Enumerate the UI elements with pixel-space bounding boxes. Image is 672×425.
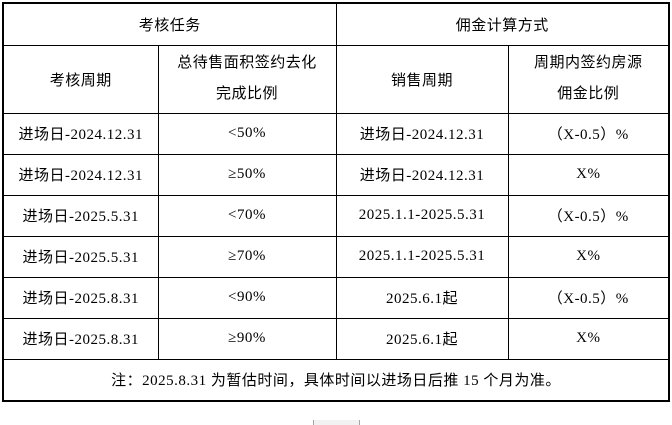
table-row: 进场日-2025.5.31 ≥70% 2025.1.1-2025.5.31 X% [2,235,670,278]
cell-assessment-period: 进场日-2024.12.31 [2,112,159,155]
header-group-row: 考核任务 佣金计算方式 [2,2,670,46]
cell-sales-period: 进场日-2024.12.31 [335,112,509,155]
cell-commission-rate: X% [507,153,670,196]
header-completion-ratio: 总待售面积签约去化 完成比例 [157,44,337,114]
note-row: 注：2025.8.31 为暂估时间，具体时间以进场日后推 15 个月为准。 [2,358,670,402]
header-sales-period: 销售周期 [335,44,509,114]
table-row: 进场日-2024.12.31 ≥50% 进场日-2024.12.31 X% [2,153,670,196]
header-completion-ratio-line1: 总待售面积签约去化 [177,54,317,71]
cell-sales-period: 2025.6.1起 [335,276,509,319]
cell-completion-ratio: <50% [157,112,337,155]
cell-commission-rate: （X-0.5）% [507,194,670,237]
footnote-text: 注：2025.8.31 为暂估时间，具体时间以进场日后推 15 个月为准。 [2,358,670,402]
header-commission-rate-line1: 周期内签约房源 [534,54,643,71]
cell-assessment-period: 进场日-2025.8.31 [2,317,159,360]
cell-commission-rate: X% [507,317,670,360]
header-commission-rate-line2: 佣金比例 [557,86,620,102]
cell-completion-ratio: ≥50% [157,153,337,196]
cell-sales-period: 进场日-2024.12.31 [335,153,509,196]
cell-completion-ratio: <90% [157,276,337,319]
cell-commission-rate: X% [507,235,670,278]
table-row: 进场日-2025.8.31 ≥90% 2025.6.1起 X% [2,317,670,360]
table-row: 进场日-2024.12.31 <50% 进场日-2024.12.31 （X-0.… [2,112,670,155]
header-completion-ratio-line2: 完成比例 [216,86,279,102]
column-header-row: 考核周期 总待售面积签约去化 完成比例 销售周期 周期内签约房源 佣金比例 [2,44,670,114]
horizontal-scrollbar-thumb[interactable] [313,420,360,425]
header-assessment-task: 考核任务 [2,2,337,46]
table-row: 进场日-2025.5.31 <70% 2025.1.1-2025.5.31 （X… [2,194,670,237]
table-row: 进场日-2025.8.31 <90% 2025.6.1起 （X-0.5）% [2,276,670,319]
cell-commission-rate: （X-0.5）% [507,276,670,319]
cell-assessment-period: 进场日-2025.8.31 [2,276,159,319]
cell-completion-ratio: <70% [157,194,337,237]
header-commission-rate: 周期内签约房源 佣金比例 [507,44,670,114]
commission-assessment-table: 考核任务 佣金计算方式 考核周期 总待售面积签约去化 完成比例 销售周期 周期内… [2,2,671,402]
cell-sales-period: 2025.1.1-2025.5.31 [335,194,509,237]
cell-sales-period: 2025.6.1起 [335,317,509,360]
cell-assessment-period: 进场日-2025.5.31 [2,235,159,278]
header-assessment-period: 考核周期 [2,44,159,114]
cell-sales-period: 2025.1.1-2025.5.31 [335,235,509,278]
cell-completion-ratio: ≥90% [157,317,337,360]
cell-commission-rate: （X-0.5）% [507,112,670,155]
header-commission-calc-method: 佣金计算方式 [335,2,670,46]
cell-completion-ratio: ≥70% [157,235,337,278]
cell-assessment-period: 进场日-2024.12.31 [2,153,159,196]
cell-assessment-period: 进场日-2025.5.31 [2,194,159,237]
